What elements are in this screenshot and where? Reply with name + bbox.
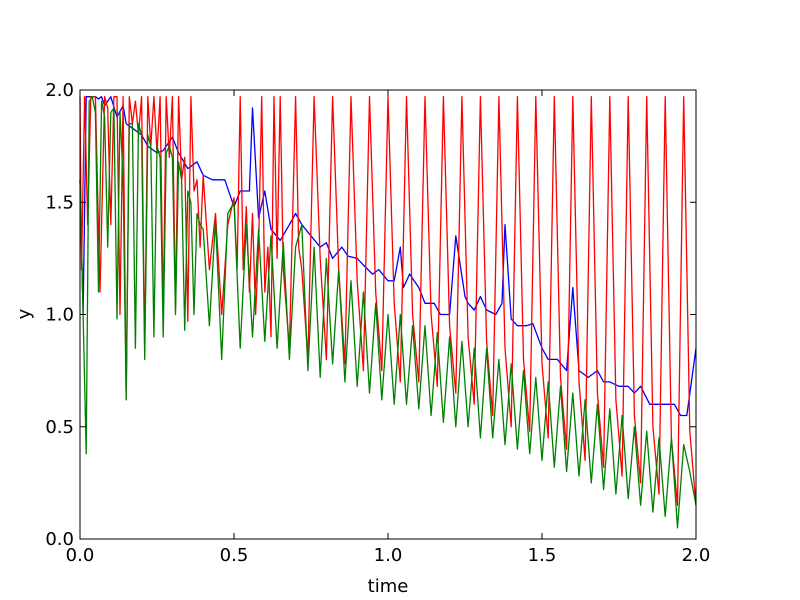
series-line-2 [79,96,697,506]
y-tick-label: 2.0 [45,80,74,101]
x-tick-label: 1.0 [374,545,403,566]
y-tick-label: 1.5 [45,192,74,213]
y-axis-label: y [14,308,35,319]
y-tick-label: 0.0 [45,529,74,550]
x-tick-label: 2.0 [682,545,711,566]
x-tick-label: 1.5 [528,545,557,566]
y-tick-label: 0.5 [45,417,74,438]
x-tick-label: 0.0 [66,545,95,566]
x-axis-label: time [368,576,409,597]
series-line-3 [79,96,697,529]
x-tick-label: 0.5 [220,545,249,566]
tick-layer: 0.0 0.5 1.0 1.5 2.0 0.0 0.5 1.0 1.5 2.0 [45,80,710,566]
series-layer [79,96,697,529]
y-tick-label: 1.0 [45,305,74,326]
